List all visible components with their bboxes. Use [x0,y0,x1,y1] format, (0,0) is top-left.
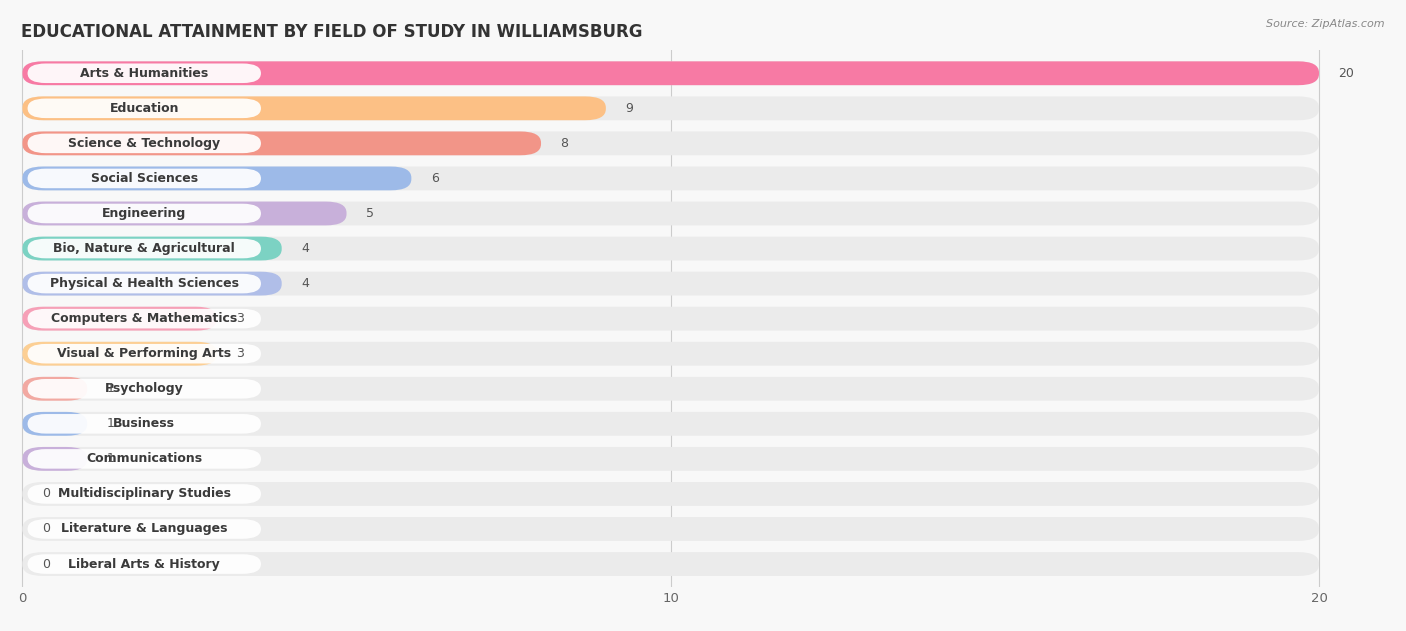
Text: Source: ZipAtlas.com: Source: ZipAtlas.com [1267,19,1385,29]
FancyBboxPatch shape [22,412,1319,436]
Text: Business: Business [114,417,176,430]
Text: 1: 1 [107,417,114,430]
Text: Social Sciences: Social Sciences [91,172,198,185]
FancyBboxPatch shape [22,307,1319,331]
FancyBboxPatch shape [22,237,281,261]
FancyBboxPatch shape [22,447,87,471]
Text: Liberal Arts & History: Liberal Arts & History [69,558,221,570]
Text: 20: 20 [1339,67,1354,80]
FancyBboxPatch shape [28,484,262,504]
FancyBboxPatch shape [22,377,1319,401]
Text: 1: 1 [107,452,114,466]
FancyBboxPatch shape [22,97,1319,121]
FancyBboxPatch shape [22,131,541,155]
FancyBboxPatch shape [28,414,262,433]
FancyBboxPatch shape [22,342,1319,365]
FancyBboxPatch shape [22,447,1319,471]
Text: Engineering: Engineering [103,207,187,220]
FancyBboxPatch shape [28,98,262,118]
FancyBboxPatch shape [22,482,1319,506]
Text: 1: 1 [107,382,114,395]
Text: 5: 5 [366,207,374,220]
Text: Literature & Languages: Literature & Languages [60,522,228,536]
Text: 6: 6 [430,172,439,185]
FancyBboxPatch shape [22,61,1319,85]
FancyBboxPatch shape [28,204,262,223]
FancyBboxPatch shape [28,134,262,153]
Text: 0: 0 [42,487,49,500]
FancyBboxPatch shape [22,272,281,295]
Text: Science & Technology: Science & Technology [69,137,221,150]
FancyBboxPatch shape [28,239,262,258]
FancyBboxPatch shape [28,554,262,574]
FancyBboxPatch shape [28,64,262,83]
FancyBboxPatch shape [22,342,217,365]
Text: 0: 0 [42,522,49,536]
FancyBboxPatch shape [22,237,1319,261]
FancyBboxPatch shape [22,517,1319,541]
Text: 4: 4 [301,242,309,255]
FancyBboxPatch shape [28,519,262,539]
Text: 3: 3 [236,347,245,360]
FancyBboxPatch shape [22,61,1319,85]
FancyBboxPatch shape [22,167,1319,191]
FancyBboxPatch shape [22,552,1319,576]
Text: 3: 3 [236,312,245,325]
FancyBboxPatch shape [28,309,262,328]
Text: 0: 0 [42,558,49,570]
Text: 8: 8 [561,137,568,150]
Text: Computers & Mathematics: Computers & Mathematics [51,312,238,325]
FancyBboxPatch shape [22,272,1319,295]
FancyBboxPatch shape [22,201,1319,225]
FancyBboxPatch shape [22,167,412,191]
FancyBboxPatch shape [28,379,262,399]
Text: Physical & Health Sciences: Physical & Health Sciences [49,277,239,290]
Text: Multidisciplinary Studies: Multidisciplinary Studies [58,487,231,500]
Text: Visual & Performing Arts: Visual & Performing Arts [58,347,232,360]
FancyBboxPatch shape [28,449,262,469]
Text: Bio, Nature & Agricultural: Bio, Nature & Agricultural [53,242,235,255]
Text: Arts & Humanities: Arts & Humanities [80,67,208,80]
FancyBboxPatch shape [28,168,262,188]
Text: Communications: Communications [86,452,202,466]
Text: 9: 9 [626,102,633,115]
FancyBboxPatch shape [22,307,217,331]
FancyBboxPatch shape [22,377,87,401]
Text: Psychology: Psychology [105,382,184,395]
Text: Education: Education [110,102,179,115]
FancyBboxPatch shape [22,131,1319,155]
FancyBboxPatch shape [22,97,606,121]
FancyBboxPatch shape [28,344,262,363]
FancyBboxPatch shape [28,274,262,293]
FancyBboxPatch shape [22,201,346,225]
FancyBboxPatch shape [22,412,87,436]
Text: 4: 4 [301,277,309,290]
Text: EDUCATIONAL ATTAINMENT BY FIELD OF STUDY IN WILLIAMSBURG: EDUCATIONAL ATTAINMENT BY FIELD OF STUDY… [21,23,643,40]
